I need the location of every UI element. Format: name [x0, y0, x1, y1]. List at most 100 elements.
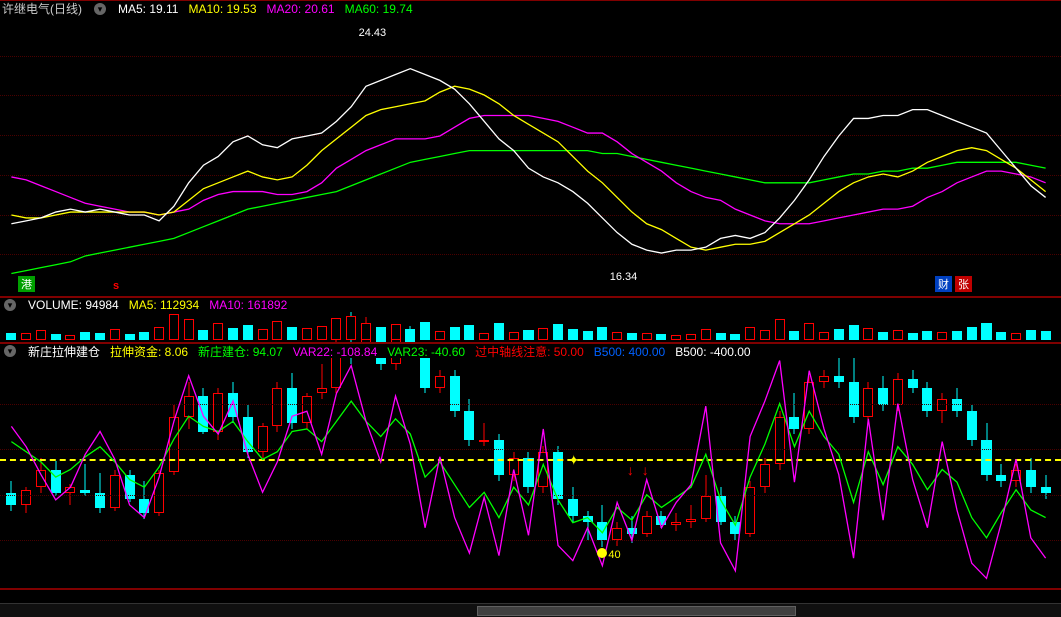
marker-arrow-icon: ↓ [642, 462, 649, 478]
volume-bar [391, 324, 401, 340]
volume-bar [849, 325, 859, 340]
badge-zhang: 张 [955, 276, 972, 292]
volume-bar [435, 331, 445, 340]
volume-bar [612, 332, 622, 340]
scrollbar-thumb[interactable] [477, 606, 795, 616]
volume-bar [494, 323, 504, 340]
volume-bar [213, 323, 223, 340]
volume-bar [804, 323, 814, 340]
volume-bar [139, 332, 149, 340]
marker-dot-icon [597, 548, 607, 558]
volume-bar [331, 318, 341, 340]
volume-bar [701, 329, 711, 340]
volume-bar [405, 329, 415, 340]
volume-bar [568, 329, 578, 340]
volume-chart[interactable] [0, 312, 1061, 340]
volume-bar [834, 329, 844, 340]
volume-bar [745, 327, 755, 340]
volume-bar [893, 330, 903, 340]
indicator-value: 拉伸资金: 8.06 [110, 345, 188, 359]
volume-bar [922, 331, 932, 340]
marker-label: 40 [608, 549, 620, 561]
indicator-value: MA10: 19.53 [188, 2, 256, 16]
volume-bar [317, 326, 327, 340]
indicator-value: 过中轴线注意: 50.00 [475, 345, 584, 359]
volume-bar [302, 328, 312, 340]
volume-bar [538, 328, 548, 340]
indicator-value: VAR23: -40.60 [387, 345, 465, 359]
volume-bar [376, 327, 386, 340]
indicator-value: 新庄拉伸建仓 [28, 345, 100, 359]
indicator-header: ▾ 新庄拉伸建仓拉伸资金: 8.06 新庄建仓: 94.07 VAR22: -108… [0, 342, 1061, 358]
volume-bar [789, 331, 799, 340]
volume-bar [1011, 333, 1021, 340]
indicator-chart[interactable]: ↓↓✦40 [0, 358, 1061, 586]
indicator-value: B500: -400.00 [675, 345, 750, 359]
volume-bar [125, 334, 135, 340]
volume-panel: ▾ VOLUME: 94984 MA5: 112934 MA10: 161892 [0, 296, 1061, 312]
indicator-labels: 新庄拉伸建仓拉伸资金: 8.06 新庄建仓: 94.07 VAR22: -108.8… [28, 343, 761, 360]
indicator-value: MA20: 20.61 [267, 2, 335, 16]
volume-bar [51, 334, 61, 340]
volume-bar [110, 329, 120, 340]
volume-bar [996, 332, 1006, 340]
volume-bar [169, 314, 179, 340]
dropdown-icon[interactable]: ▾ [94, 3, 106, 15]
volume-bar [21, 333, 31, 340]
volume-bar [1026, 330, 1036, 340]
volume-bar [450, 327, 460, 340]
volume-bar [65, 335, 75, 340]
volume-bar [95, 333, 105, 340]
volume-bar [464, 325, 474, 340]
volume-bar [760, 330, 770, 340]
volume-bar [258, 329, 268, 340]
indicator-value: VAR22: -108.84 [293, 345, 378, 359]
volume-bar [656, 334, 666, 340]
volume-bar [36, 330, 46, 340]
volume-bar [154, 327, 164, 340]
volume-bar [1041, 331, 1051, 340]
indicator-value: B500: 400.00 [594, 345, 665, 359]
volume-bar [952, 331, 962, 340]
volume-bar [553, 324, 563, 340]
volume-bar [6, 333, 16, 340]
volume-bar [346, 316, 356, 340]
volume-bar [716, 333, 726, 340]
low-price-label: 16.34 [610, 271, 638, 283]
volume-bar [686, 334, 696, 340]
volume-bar [583, 331, 593, 340]
volume-bar [908, 333, 918, 340]
stock-title: 许继电气(日线) [2, 0, 82, 17]
volume-bar [627, 333, 637, 340]
volume-bar [184, 319, 194, 340]
main-price-panel: 许继电气(日线) ▾ MA5: 19.11MA10: 19.53MA20: 20… [0, 0, 1061, 16]
volume-bar [878, 332, 888, 340]
volume-bar [509, 332, 519, 340]
indicator-value: 新庄建仓: 94.07 [198, 345, 283, 359]
volume-bar [597, 327, 607, 340]
indicator-panel: ▾ 新庄拉伸建仓拉伸资金: 8.06 新庄建仓: 94.07 VAR22: -108… [0, 342, 1061, 358]
horizontal-scrollbar[interactable] [0, 603, 1061, 617]
volume-bar [819, 332, 829, 340]
volume-bar [523, 330, 533, 340]
volume-bar [420, 322, 430, 340]
volume-bar [937, 332, 947, 340]
candlestick-chart[interactable]: 24.4316.34港s财张 [0, 16, 1061, 294]
volume-bar [80, 332, 90, 340]
reference-line [0, 459, 1061, 461]
dropdown-icon[interactable]: ▾ [4, 299, 16, 311]
volume-bar [287, 327, 297, 340]
indicator-value: MA5: 112934 [129, 298, 200, 312]
indicator-value: VOLUME: 94984 [28, 298, 119, 312]
dropdown-icon[interactable]: ▾ [4, 345, 16, 357]
high-price-label: 24.43 [359, 27, 387, 39]
badge-cai: 财 [935, 276, 952, 292]
indicator-value: MA10: 161892 [209, 298, 287, 312]
ma-labels: MA5: 19.11MA10: 19.53MA20: 20.61MA60: 19… [118, 2, 423, 16]
volume-bar [642, 333, 652, 340]
badge-s: s [110, 280, 122, 292]
volume-bar [243, 325, 253, 340]
volume-bar [198, 330, 208, 340]
volume-header: ▾ VOLUME: 94984 MA5: 112934 MA10: 161892 [0, 296, 1061, 312]
volume-bar [863, 328, 873, 340]
